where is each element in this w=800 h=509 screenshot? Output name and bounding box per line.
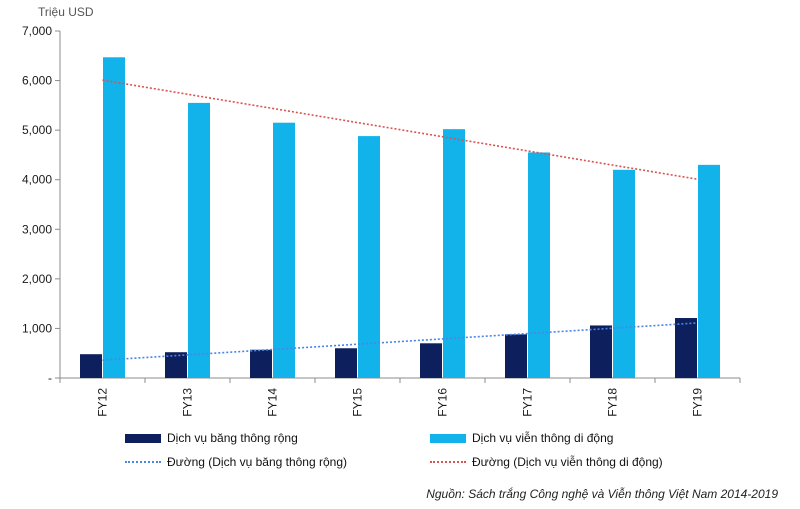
x-tick-label: FY12 bbox=[96, 388, 110, 417]
y-axis-unit-label: Triệu USD bbox=[38, 5, 94, 19]
bar-mobile bbox=[188, 102, 210, 378]
bar-broadband bbox=[335, 348, 357, 378]
x-tick-label: FY16 bbox=[436, 388, 450, 417]
legend-label-broadband-trend: Đường (Dịch vụ băng thông rộng) bbox=[167, 455, 347, 469]
y-tick-label: 5,000 bbox=[22, 123, 52, 137]
bar-mobile bbox=[103, 57, 125, 378]
bar-mobile bbox=[273, 122, 295, 378]
legend-swatch-broadband bbox=[125, 433, 161, 443]
y-tick-label: 7,000 bbox=[22, 24, 52, 38]
bar-broadband bbox=[165, 352, 187, 378]
legend-swatch-mobile bbox=[430, 433, 466, 443]
bar-broadband bbox=[250, 349, 272, 378]
y-tick-label: 2,000 bbox=[22, 272, 52, 286]
legend-label-broadband: Dịch vụ băng thông rộng bbox=[167, 431, 298, 445]
legend-item-broadband: Dịch vụ băng thông rộng bbox=[125, 431, 298, 445]
legend-item-broadband-trend: Đường (Dịch vụ băng thông rộng) bbox=[125, 455, 347, 469]
x-tick-label: FY18 bbox=[606, 388, 620, 417]
bar-mobile bbox=[443, 129, 465, 378]
legend-label-mobile-trend: Đường (Dịch vụ viễn thông di động) bbox=[472, 455, 663, 469]
legend-item-mobile: Dịch vụ viễn thông di động bbox=[430, 431, 613, 445]
y-tick-label: 6,000 bbox=[22, 74, 52, 88]
bar-broadband bbox=[420, 343, 442, 378]
bar-mobile bbox=[528, 152, 550, 378]
legend-label-mobile: Dịch vụ viễn thông di động bbox=[472, 431, 614, 445]
x-tick-label: FY14 bbox=[266, 388, 280, 417]
bar-mobile bbox=[613, 169, 635, 378]
legend-item-mobile-trend: Đường (Dịch vụ viễn thông di động) bbox=[430, 455, 663, 469]
x-tick-label: FY17 bbox=[521, 388, 535, 417]
trendline-broadband bbox=[102, 322, 698, 361]
bar-mobile bbox=[358, 136, 380, 378]
y-tick-label: 1,000 bbox=[22, 321, 52, 335]
bar-mobile bbox=[698, 164, 720, 378]
x-tick-label: FY19 bbox=[691, 388, 705, 417]
source-note: Nguồn: Sách trắng Công nghệ và Viễn thôn… bbox=[426, 487, 778, 501]
legend-swatch-broadband-trend bbox=[125, 461, 161, 463]
bar-broadband bbox=[505, 334, 527, 378]
x-tick-label: FY15 bbox=[351, 388, 365, 417]
y-tick-label: 3,000 bbox=[22, 222, 52, 236]
bar-broadband bbox=[590, 325, 612, 378]
bar-broadband bbox=[675, 318, 697, 378]
y-tick-label: 4,000 bbox=[22, 173, 52, 187]
bar-broadband bbox=[80, 354, 102, 378]
y-tick-label: - bbox=[48, 371, 52, 385]
trendline-mobile bbox=[102, 79, 698, 181]
legend-swatch-mobile-trend bbox=[430, 461, 466, 463]
x-tick-label: FY13 bbox=[181, 388, 195, 417]
